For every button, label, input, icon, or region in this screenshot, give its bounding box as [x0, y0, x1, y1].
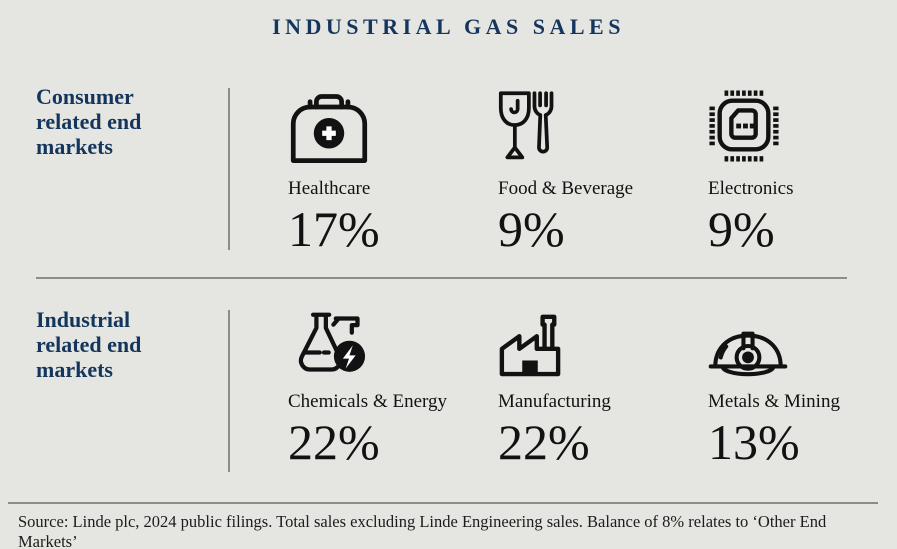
- vertical-divider-industrial: [228, 310, 230, 472]
- stat-metals-mining: Metals & Mining 13%: [708, 310, 897, 467]
- stat-label: Manufacturing: [498, 391, 611, 412]
- stat-manufacturing: Manufacturing 22%: [498, 310, 698, 467]
- stat-label: Food & Beverage: [498, 178, 634, 199]
- hard-hat-icon: [708, 310, 897, 378]
- stat-chemicals-energy: Chemicals & Energy 22%: [288, 310, 488, 467]
- factory-icon: [498, 310, 698, 378]
- stat-value: 13%: [708, 414, 800, 470]
- page-title: INDUSTRIAL GAS SALES: [272, 14, 625, 39]
- group-label-industrial: Industrial related end markets: [36, 307, 142, 382]
- source-note: Source: Linde plc, 2024 public filings. …: [18, 512, 827, 549]
- stat-label: Chemicals & Energy: [288, 391, 448, 412]
- stat-food-beverage: Food & Beverage 9%: [498, 87, 698, 254]
- stat-value: 22%: [288, 414, 380, 470]
- group-label-consumer: Consumer related end markets: [36, 84, 142, 159]
- stat-label: Metals & Mining: [708, 391, 840, 412]
- medical-bag-icon: [288, 87, 488, 165]
- wine-glass-fork-icon: [498, 87, 698, 165]
- stat-value: 22%: [498, 414, 590, 470]
- vertical-divider-consumer: [228, 88, 230, 250]
- stat-value: 17%: [288, 201, 380, 257]
- chip-icon: [708, 87, 897, 165]
- flask-energy-icon: [288, 310, 488, 378]
- stat-healthcare: Healthcare 17%: [288, 87, 488, 254]
- footer-divider: [8, 502, 878, 504]
- row-divider: [36, 277, 847, 279]
- stat-label: Healthcare: [288, 178, 371, 199]
- stat-electronics: Electronics 9%: [708, 87, 897, 254]
- stat-value: 9%: [498, 201, 565, 257]
- stat-value: 9%: [708, 201, 775, 257]
- stat-label: Electronics: [708, 178, 794, 199]
